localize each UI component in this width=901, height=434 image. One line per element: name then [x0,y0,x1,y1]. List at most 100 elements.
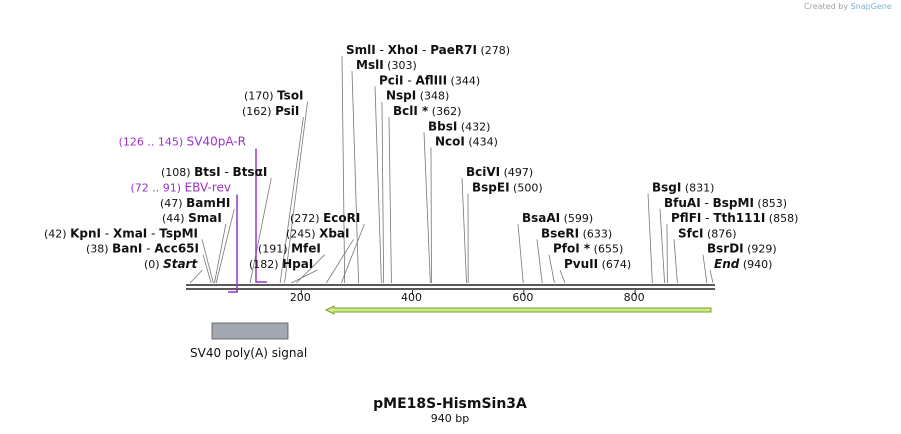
site-pflfi[interactable]: PflFI - Tth111I (858) [671,211,798,225]
enzyme-name: HpaI [282,257,313,271]
site-label-kpni[interactable]: (42) KpnI - XmaI - TspMI [44,226,198,240]
site-label-end[interactable]: End (940) [714,257,772,271]
site-ncoi[interactable]: NcoI (434) [435,135,498,149]
site-start[interactable]: (0) Start [144,257,198,271]
site-label-pfoi-star[interactable]: PfoI * (655) [553,242,623,256]
site-mfei[interactable]: (191) MfeI [258,242,321,256]
site-label-tsoi[interactable]: (170) TsoI [244,89,304,103]
site-label-pcii[interactable]: PciI - AflIII (344) [379,73,480,87]
site-label-bsgi[interactable]: BsgI (831) [652,181,714,195]
primer-label-ebv-rev: (72 .. 91) EBV-rev [131,181,232,195]
site-label-ecori[interactable]: (272) EcoRI [290,211,360,225]
primer-range: (72 .. 91) [131,182,185,195]
site-label-nspi[interactable]: NspI (348) [386,89,449,103]
site-label-bcivi[interactable]: BciVI (497) [466,165,533,179]
site-label-sfci[interactable]: SfcI (876) [678,226,737,240]
site-leader-smai [214,224,227,284]
site-nspi[interactable]: NspI (348) [386,89,449,103]
site-pcii[interactable]: PciI - AflIII (344) [379,73,480,87]
site-leader-hpai [291,269,318,284]
site-label-bsaai[interactable]: BsaAI (599) [522,211,593,225]
site-bsrdi[interactable]: BsrDI (929) [707,242,777,256]
label-separator: - [142,242,154,256]
enzyme-name: PciI [379,73,404,87]
tick-label: 800 [624,291,645,304]
site-smli[interactable]: SmlI - XhoI - PaeR7I (278) [346,43,510,57]
site-bamhi[interactable]: (47) BamHI [160,196,230,210]
site-label-start[interactable]: (0) Start [144,257,198,271]
site-label-pvuii[interactable]: PvuII (674) [564,257,631,271]
dna-backbone [186,284,715,290]
site-ecori[interactable]: (272) EcoRI [290,211,360,225]
site-label-msli[interactable]: MslI (303) [356,58,417,72]
enzyme-name: BspMI [713,196,754,210]
label-separator: - [418,43,430,57]
enzyme-name: BsrDI [707,242,744,256]
snapgene-credit: Created by SnapGene [804,2,892,11]
site-bfuai[interactable]: BfuAI - BspMI (853) [664,196,787,210]
site-bspei[interactable]: BspEI (500) [472,181,543,195]
site-label-bseri[interactable]: BseRI (633) [541,226,612,240]
enzyme-name: XmaI [113,226,147,240]
feature-arrow-reverse [324,305,712,315]
primers: (126 .. 145) SV40pA-R (72 .. 91) EBV-rev [119,135,267,293]
enzyme-name: KpnI [70,226,101,240]
enzyme-name: PflFI [671,211,701,225]
site-label-smli[interactable]: SmlI - XhoI - PaeR7I (278) [346,43,510,57]
enzyme-name: BsgI [652,181,681,195]
site-sfci[interactable]: SfcI (876) [678,226,737,240]
site-hpai[interactable]: (182) HpaI [249,257,313,271]
label-separator: - [701,196,713,210]
site-bseri[interactable]: BseRI (633) [541,226,612,240]
site-leader-pfoi-star [548,254,555,284]
site-label-btsi[interactable]: (108) BtsI - BtsαI [161,165,267,179]
site-smai[interactable]: (44) SmaI [162,211,222,225]
snapgene-logo-text: SnapGene [850,2,892,11]
site-leader-end [709,269,714,284]
site-label-xbai[interactable]: (245) XbaI [286,226,349,240]
site-label-bcli-star[interactable]: BclI * (362) [393,104,461,118]
site-msli[interactable]: MslI (303) [356,58,417,72]
site-label-smai[interactable]: (44) SmaI [162,211,222,225]
site-label-mfei[interactable]: (191) MfeI [258,242,321,256]
enzyme-name: SmlI [346,43,376,57]
site-bsaai[interactable]: BsaAI (599) [522,211,593,225]
site-label-bfuai[interactable]: BfuAI - BspMI (853) [664,196,787,210]
enzyme-name: XbaI [319,226,349,240]
site-leader-bani [202,254,212,284]
site-psii[interactable]: (162) PsiI [242,104,299,118]
site-label-bani[interactable]: (38) BanI - Acc65I [86,242,199,256]
site-tsoi[interactable]: (170) TsoI [244,89,304,103]
site-label-bamhi[interactable]: (47) BamHI [160,196,230,210]
site-label-bbsi[interactable]: BbsI (432) [428,119,490,133]
site-leader-bsaai [517,224,524,284]
primer-name: SV40pA-R [187,135,246,149]
site-bsgi[interactable]: BsgI (831) [652,181,714,195]
site-leader-tsoi [284,101,308,284]
site-kpni[interactable]: (42) KpnI - XmaI - TspMI [44,226,198,240]
site-label-psii[interactable]: (162) PsiI [242,104,299,118]
site-leader-btsi [249,178,272,284]
site-leader-smli [341,55,346,284]
site-bcivi[interactable]: BciVI (497) [466,165,533,179]
site-label-hpai[interactable]: (182) HpaI [249,257,313,271]
site-bani[interactable]: (38) BanI - Acc65I [86,242,199,256]
enzyme-name: XhoI [388,43,419,57]
cut-position: (0) [144,258,163,271]
enzyme-name: BbsI [428,119,457,133]
site-label-bsrdi[interactable]: BsrDI (929) [707,242,777,256]
primer-name: EBV-rev [185,181,231,195]
site-pvuii[interactable]: PvuII (674) [564,257,631,271]
site-bcli-star[interactable]: BclI * (362) [393,104,461,118]
cut-position: (599) [560,212,593,225]
site-xbai[interactable]: (245) XbaI [286,226,349,240]
site-end[interactable]: End (940) [714,257,772,271]
site-label-ncoi[interactable]: NcoI (434) [435,135,498,149]
site-bbsi[interactable]: BbsI (432) [428,119,490,133]
enzyme-name: BamHI [186,196,230,210]
site-label-pflfi[interactable]: PflFI - Tth111I (858) [671,211,798,225]
site-leader-bbsi [423,132,431,284]
site-pfoi-star[interactable]: PfoI * (655) [553,242,623,256]
site-label-bspei[interactable]: BspEI (500) [472,181,543,195]
site-btsi[interactable]: (108) BtsI - BtsαI [161,165,267,179]
